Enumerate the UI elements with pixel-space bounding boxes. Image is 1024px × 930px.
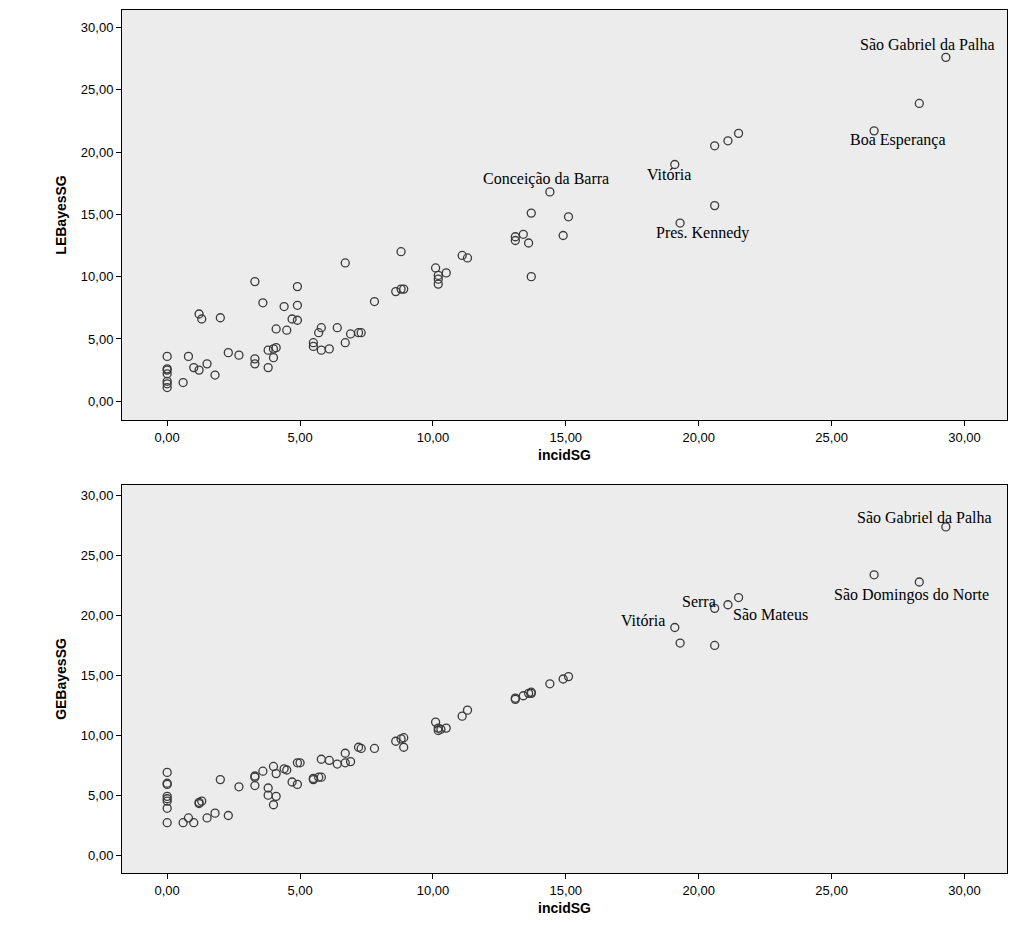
svg-text:GEBayesSG: GEBayesSG <box>53 638 69 720</box>
svg-text:incidSG: incidSG <box>538 900 591 916</box>
svg-text:Conceição da Barra: Conceição da Barra <box>483 170 609 188</box>
svg-text:0,00: 0,00 <box>88 848 113 863</box>
svg-text:LEBayesSG: LEBayesSG <box>53 175 69 254</box>
svg-text:20,00: 20,00 <box>682 430 715 445</box>
svg-text:10,00: 10,00 <box>417 430 450 445</box>
svg-text:25,00: 25,00 <box>81 82 114 97</box>
svg-text:0,00: 0,00 <box>155 883 180 898</box>
svg-text:5,00: 5,00 <box>287 883 312 898</box>
svg-text:25,00: 25,00 <box>81 548 114 563</box>
svg-text:20,00: 20,00 <box>682 883 715 898</box>
svg-text:15,00: 15,00 <box>550 430 583 445</box>
svg-text:15,00: 15,00 <box>81 668 114 683</box>
svg-text:15,00: 15,00 <box>550 883 583 898</box>
svg-text:15,00: 15,00 <box>81 207 114 222</box>
svg-text:incidSG: incidSG <box>538 447 591 463</box>
svg-text:São Mateus: São Mateus <box>733 606 808 623</box>
svg-text:30,00: 30,00 <box>948 883 981 898</box>
svg-text:10,00: 10,00 <box>81 728 114 743</box>
svg-text:São Domingos do Norte: São Domingos do Norte <box>834 586 989 604</box>
svg-text:10,00: 10,00 <box>417 883 450 898</box>
svg-text:25,00: 25,00 <box>815 883 848 898</box>
svg-text:5,00: 5,00 <box>88 331 113 346</box>
svg-text:Pres. Kennedy: Pres. Kennedy <box>656 224 749 242</box>
svg-text:30,00: 30,00 <box>948 430 981 445</box>
svg-text:São Gabriel da Palha: São Gabriel da Palha <box>860 36 995 53</box>
svg-text:20,00: 20,00 <box>81 145 114 160</box>
svg-text:5,00: 5,00 <box>88 788 113 803</box>
svg-text:30,00: 30,00 <box>81 20 114 35</box>
svg-text:20,00: 20,00 <box>81 608 114 623</box>
svg-text:5,00: 5,00 <box>287 430 312 445</box>
svg-text:Boa Esperança: Boa Esperança <box>850 131 946 149</box>
svg-text:10,00: 10,00 <box>81 269 114 284</box>
svg-text:25,00: 25,00 <box>815 430 848 445</box>
svg-text:0,00: 0,00 <box>155 430 180 445</box>
svg-text:Serra: Serra <box>682 593 716 610</box>
svg-text:30,00: 30,00 <box>81 488 114 503</box>
svg-text:São Gabriel da Palha: São Gabriel da Palha <box>857 509 992 526</box>
svg-text:Vitória: Vitória <box>621 612 665 629</box>
svg-text:0,00: 0,00 <box>88 394 113 409</box>
svg-text:Vitória: Vitória <box>647 166 691 183</box>
